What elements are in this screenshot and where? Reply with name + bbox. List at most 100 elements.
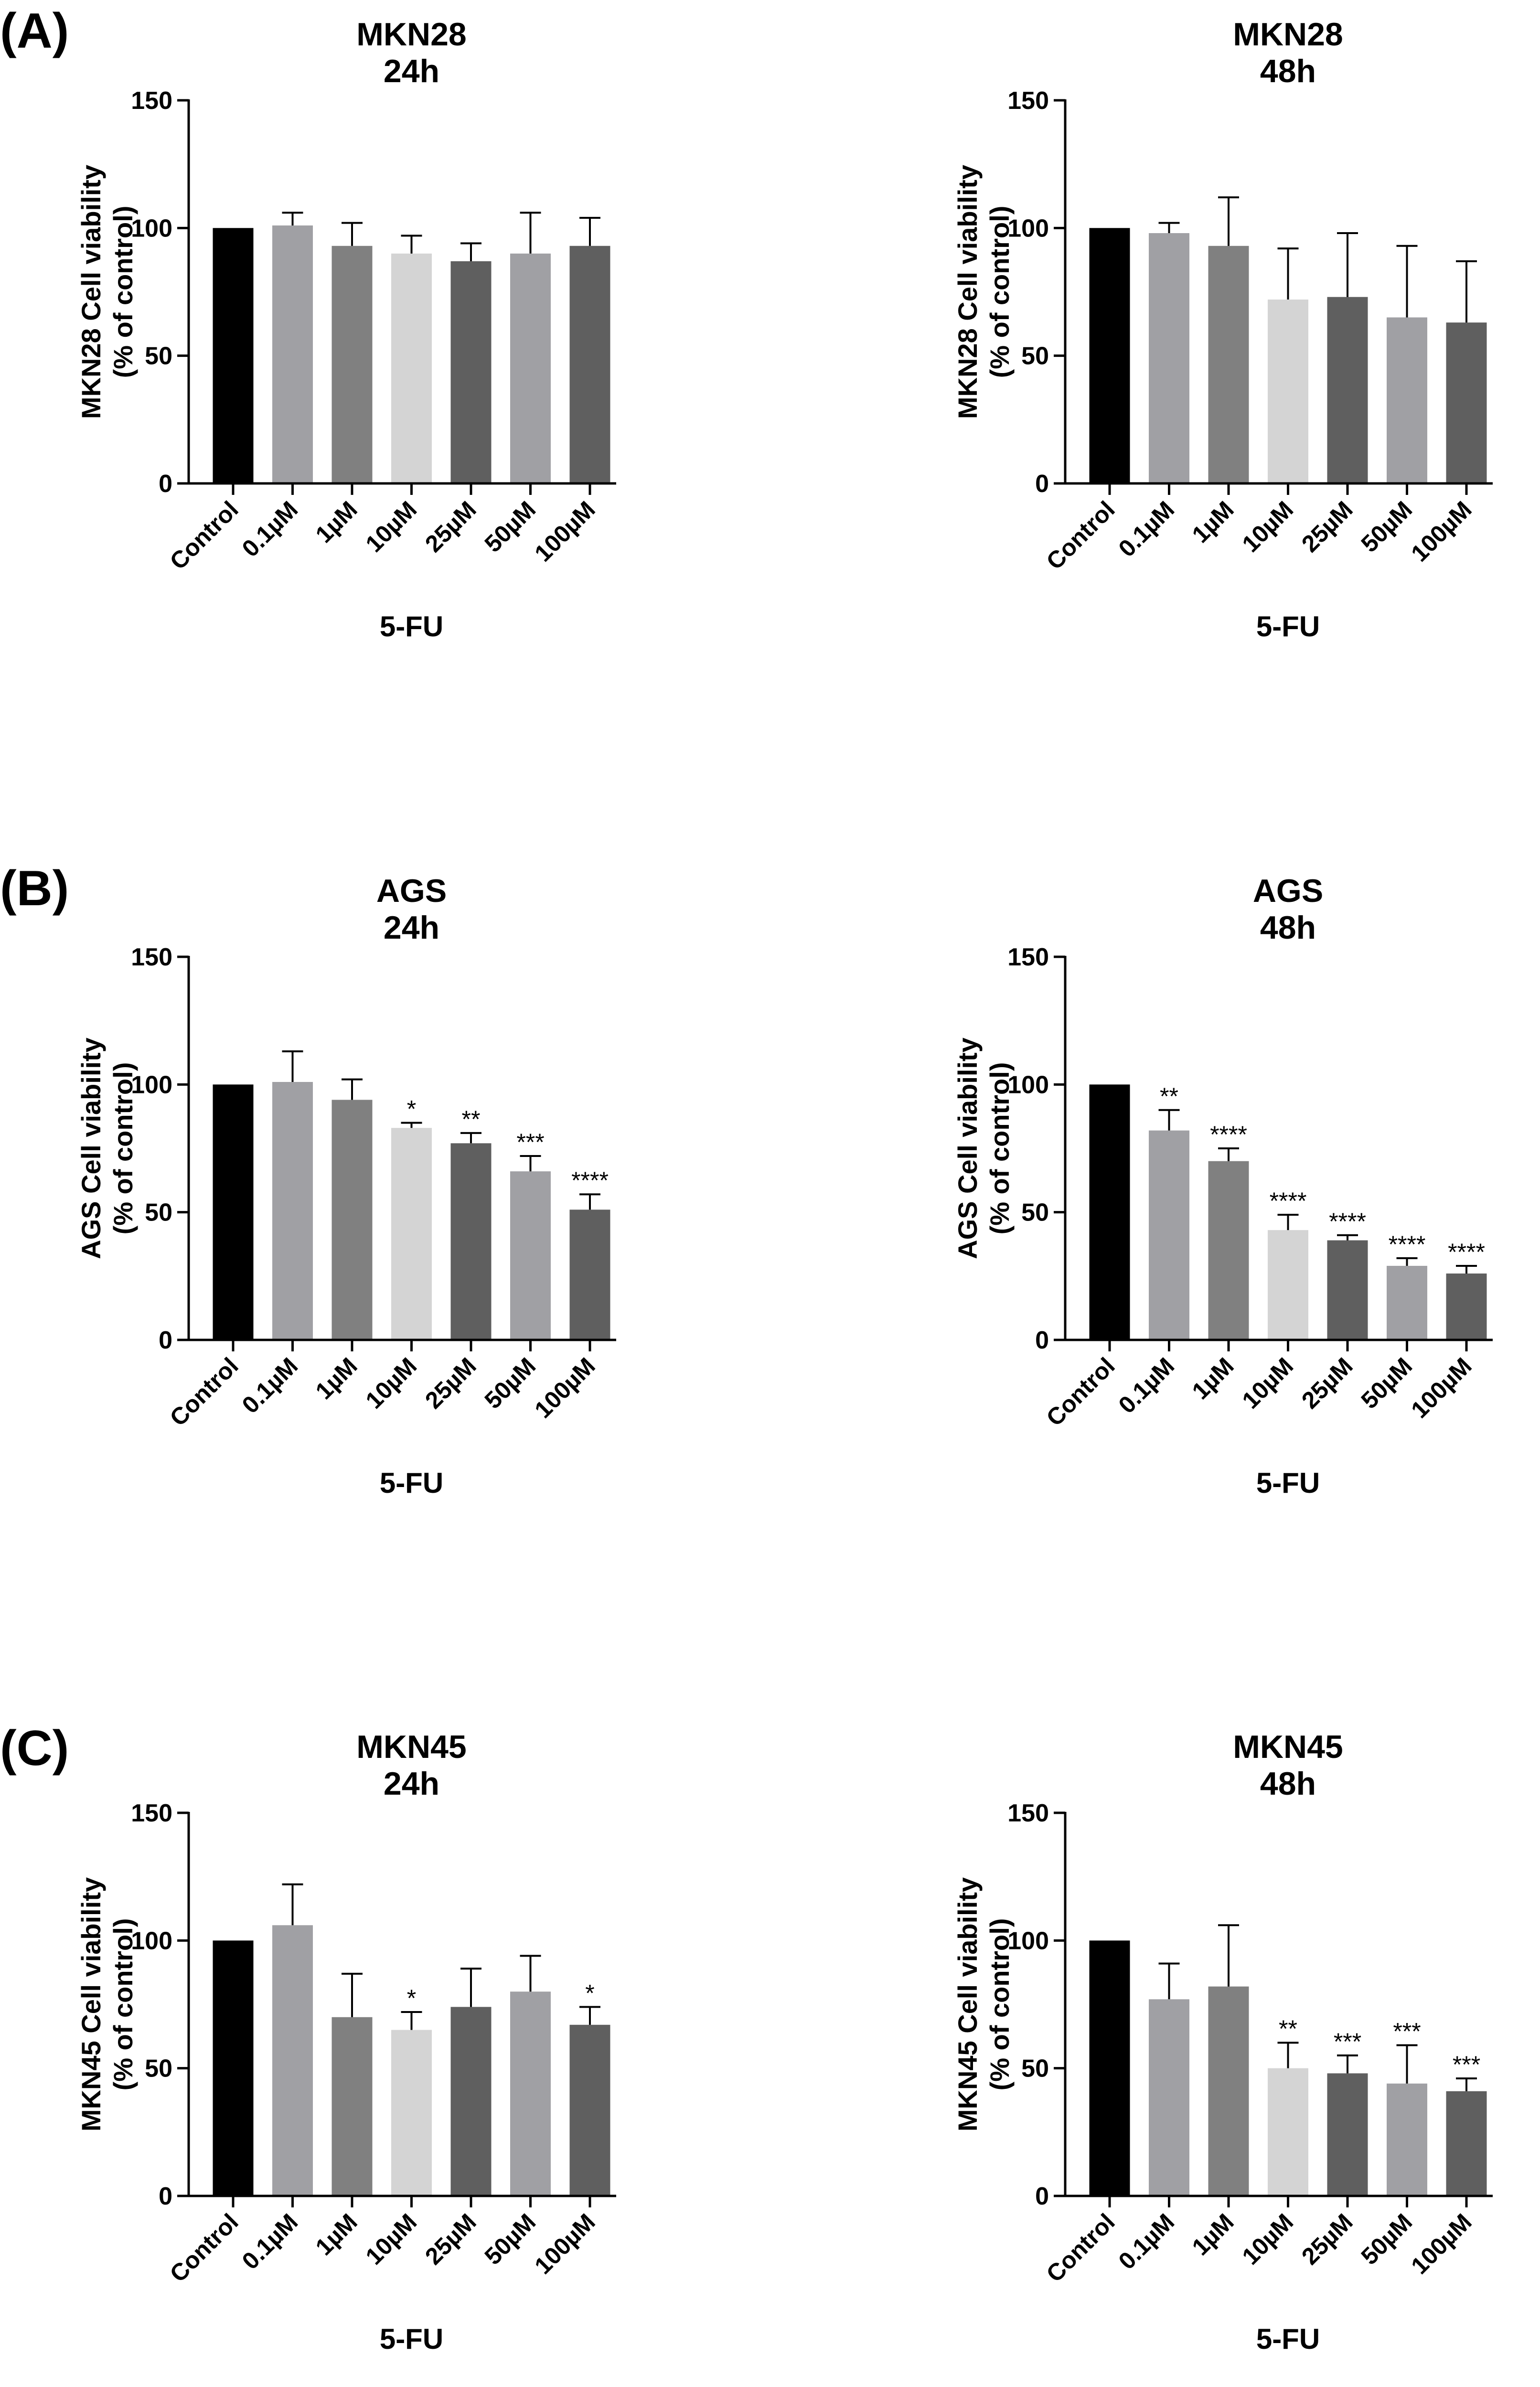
- significance-label: ****: [1329, 1208, 1366, 1235]
- significance-label: **: [1160, 1083, 1178, 1110]
- bar: [1208, 1161, 1249, 1340]
- chart-title: MKN28: [1233, 16, 1343, 53]
- bar: [569, 1210, 610, 1340]
- y-tick-label: 100: [1007, 214, 1049, 242]
- x-tick-label: 0.1µM: [237, 2208, 303, 2275]
- chart-title: MKN45: [1233, 1729, 1343, 1765]
- chart-subtitle: 24h: [384, 910, 439, 946]
- bar: [1149, 233, 1189, 483]
- bar: [1089, 228, 1130, 483]
- bar: [391, 253, 432, 483]
- x-tick-label: 100µM: [1406, 1352, 1476, 1423]
- y-tick-label: 0: [1035, 2183, 1049, 2210]
- bar: [1387, 2083, 1427, 2196]
- bar: [272, 225, 313, 483]
- x-tick-label: 1µM: [1187, 1352, 1239, 1404]
- x-axis-title: 5-FU: [380, 610, 443, 642]
- x-axis-title: 5-FU: [380, 2323, 443, 2355]
- x-axis-title: 5-FU: [1256, 1467, 1320, 1499]
- y-axis-label: AGS Cell viability: [952, 1038, 983, 1259]
- x-tick-label: 0.1µM: [1113, 2208, 1180, 2275]
- bar: [510, 253, 551, 483]
- y-axis-label-units: (% of control): [984, 206, 1015, 378]
- bar: [1208, 246, 1249, 483]
- bar: [332, 2017, 373, 2196]
- y-axis-label: AGS Cell viability: [76, 1038, 106, 1259]
- x-tick-label: 10µM: [361, 1352, 422, 1414]
- y-tick-label: 150: [131, 87, 172, 115]
- y-tick-label: 50: [1021, 2055, 1049, 2083]
- significance-label: ***: [516, 1129, 544, 1156]
- bar: [391, 1128, 432, 1340]
- y-tick-label: 100: [1007, 1071, 1049, 1099]
- y-tick-label: 100: [131, 214, 172, 242]
- chart-subtitle: 48h: [1260, 53, 1316, 89]
- bar: [1208, 1986, 1249, 2196]
- x-tick-label: 100µM: [529, 2208, 600, 2279]
- x-tick-label: 1µM: [310, 1352, 363, 1404]
- bar: [1268, 2068, 1308, 2196]
- bar: [569, 246, 610, 483]
- y-tick-label: 150: [1007, 87, 1049, 115]
- x-tick-label: Control: [1041, 2208, 1120, 2287]
- y-tick-label: 50: [145, 1199, 172, 1227]
- panel-letter-c: (C): [0, 1721, 69, 1776]
- y-tick-label: 0: [1035, 1327, 1049, 1354]
- bar: [450, 2007, 492, 2196]
- y-axis-label-units: (% of control): [984, 1918, 1015, 2091]
- x-tick-label: 1µM: [310, 2208, 363, 2260]
- y-tick-label: 100: [1007, 1927, 1049, 1955]
- y-axis-label: MKN28 Cell viability: [952, 165, 983, 419]
- bar: [272, 1081, 313, 1340]
- x-tick-label: Control: [165, 1352, 244, 1431]
- y-tick-label: 150: [1007, 1799, 1049, 1827]
- bar-chart: ****************** ****050100150Control0.…: [952, 873, 1493, 1499]
- y-tick-label: 0: [1035, 470, 1049, 498]
- panel-letter-a: (A): [0, 3, 69, 59]
- x-tick-label: 1µM: [310, 496, 363, 548]
- x-tick-label: 100µM: [529, 496, 600, 567]
- bar: [510, 1171, 551, 1340]
- chart-subtitle: 48h: [1260, 910, 1316, 946]
- chart-title: AGS: [1253, 873, 1323, 909]
- bar: [213, 1084, 254, 1340]
- y-tick-label: 100: [131, 1071, 172, 1099]
- bar: [569, 2024, 610, 2196]
- bar: [1446, 1273, 1487, 1340]
- y-axis-label: MKN45 Cell viability: [76, 1877, 106, 2131]
- x-tick-label: 25µM: [420, 1352, 481, 1414]
- x-tick-label: 25µM: [420, 496, 481, 557]
- bar: [213, 1940, 254, 2196]
- bar: [1268, 300, 1308, 483]
- y-tick-label: 0: [159, 1327, 172, 1354]
- y-tick-label: 150: [1007, 943, 1049, 971]
- bar: [213, 228, 254, 483]
- y-axis-label: MKN28 Cell viability: [76, 165, 106, 419]
- significance-label: ****: [1210, 1121, 1247, 1148]
- chart-subtitle: 24h: [384, 53, 439, 89]
- y-tick-label: 150: [131, 1799, 172, 1827]
- y-axis-label-units: (% of control): [108, 206, 138, 378]
- bar: [1089, 1084, 1130, 1340]
- x-axis-title: 5-FU: [1256, 610, 1320, 642]
- y-tick-label: 0: [159, 470, 172, 498]
- bar: [1089, 1940, 1130, 2196]
- bar: [510, 1991, 551, 2196]
- significance-label: *: [407, 1096, 416, 1123]
- significance-label: *: [407, 1985, 416, 2012]
- x-tick-label: 0.1µM: [237, 496, 303, 562]
- bar: [1149, 1999, 1189, 2196]
- x-tick-label: 25µM: [1296, 496, 1358, 557]
- bar: [450, 1143, 492, 1340]
- bar: [332, 246, 373, 483]
- x-tick-label: 10µM: [361, 2208, 422, 2270]
- x-tick-label: 10µM: [1237, 2208, 1299, 2270]
- chart-subtitle: 48h: [1260, 1766, 1316, 1802]
- bar: [1446, 2091, 1487, 2196]
- x-tick-label: 10µM: [1237, 496, 1299, 557]
- x-tick-label: 10µM: [361, 496, 422, 557]
